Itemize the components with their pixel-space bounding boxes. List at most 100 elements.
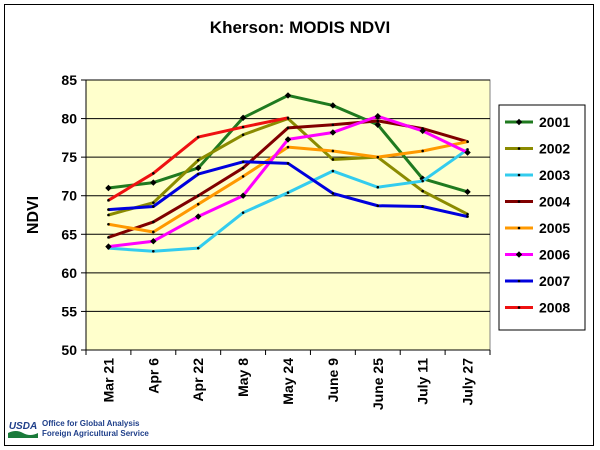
legend-item-2001: 2001 — [505, 114, 570, 130]
legend-item-2007: 2007 — [505, 273, 570, 289]
data-point — [105, 243, 112, 250]
legend-label: 2001 — [539, 114, 570, 130]
y-tick-label: 60 — [61, 265, 77, 281]
data-point — [466, 140, 469, 144]
legend-label: 2002 — [539, 141, 570, 157]
legend-label: 2003 — [539, 167, 570, 183]
y-tick-label: 50 — [61, 342, 77, 358]
x-tick-label: Apr 6 — [145, 358, 161, 394]
chart-title: Kherson: MODIS NDVI — [210, 18, 390, 37]
data-point — [331, 169, 335, 173]
legend-item-2008: 2008 — [505, 300, 570, 316]
chart-frame — [4, 4, 594, 446]
y-axis-label: NDVI — [25, 196, 42, 234]
data-point — [241, 211, 245, 214]
legend-marker — [517, 200, 521, 203]
data-point — [286, 162, 290, 165]
legend: 2001 2002 2003 2004 2005 2006 2007 2008 — [498, 104, 586, 331]
data-point — [152, 230, 155, 234]
series-2001 — [105, 92, 471, 196]
data-point — [107, 199, 110, 202]
series-2007 — [107, 160, 469, 219]
x-tick-label: Apr 22 — [190, 358, 206, 402]
agency-line-1: Office for Global Analysis — [42, 419, 140, 428]
legend-item-2004: 2004 — [505, 194, 570, 210]
y-tick-label: 55 — [61, 303, 77, 319]
data-point — [241, 133, 245, 137]
data-point — [421, 149, 424, 153]
data-point — [239, 114, 247, 121]
data-point — [374, 113, 381, 120]
data-point — [196, 202, 200, 206]
data-point — [421, 179, 424, 183]
legend-marker — [517, 147, 521, 150]
data-point — [464, 188, 471, 196]
y-tick-label: 65 — [61, 226, 77, 242]
x-tick-label: June 25 — [370, 358, 386, 410]
legend-marker — [517, 226, 521, 230]
legend-label: 2005 — [539, 220, 570, 236]
axes: 50 55 60 65 70 75 80 85 Mar 21 Apr 6 Apr 22 May 8 Ma… — [61, 72, 491, 410]
x-tick-label: July 11 — [415, 358, 431, 405]
legend-label: 2004 — [539, 194, 570, 210]
data-point — [150, 179, 157, 186]
legend-marker — [517, 306, 521, 309]
data-point — [286, 145, 290, 149]
data-point — [152, 249, 155, 253]
legend-item-2005: 2005 — [505, 220, 570, 236]
footer: USDA Office for Global Analysis Foreign … — [8, 418, 208, 446]
x-tick-label: May 8 — [235, 358, 251, 397]
data-point — [195, 164, 202, 172]
y-tick-label: 85 — [61, 72, 77, 88]
data-point — [152, 172, 155, 175]
data-point — [284, 136, 292, 143]
x-tick-label: June 9 — [325, 358, 341, 403]
data-point — [331, 123, 335, 127]
x-tick-label: July 27 — [460, 358, 476, 406]
data-point — [286, 116, 290, 120]
data-point — [105, 184, 112, 192]
legend-marker — [515, 118, 523, 126]
data-point — [329, 102, 337, 109]
legend-item-2003: 2003 — [505, 167, 570, 183]
data-point — [241, 166, 245, 170]
data-point — [376, 204, 380, 208]
data-point — [152, 201, 155, 204]
series-2008 — [107, 116, 290, 202]
legend-marker — [515, 251, 523, 258]
legend-box — [498, 104, 586, 331]
series-2005 — [107, 140, 469, 234]
data-point — [152, 220, 155, 224]
data-point — [286, 191, 290, 194]
data-point — [196, 135, 200, 139]
x-tick-label: May 24 — [280, 358, 296, 405]
data-point — [421, 205, 424, 208]
y-tick-label: 70 — [61, 188, 77, 204]
data-point — [376, 185, 380, 189]
legend-label: 2006 — [539, 247, 570, 263]
series-2006 — [105, 113, 471, 250]
legend-item-2006: 2006 — [505, 247, 570, 263]
legend-marker — [517, 279, 521, 283]
usda-logo-text: USDA — [9, 421, 37, 432]
data-point — [150, 238, 157, 245]
data-point — [196, 172, 200, 176]
legend-marker — [517, 173, 521, 177]
data-point — [329, 129, 337, 136]
data-point — [196, 158, 200, 162]
data-point — [464, 149, 471, 156]
data-point — [466, 215, 469, 218]
data-point — [239, 192, 247, 199]
agency-text: Office for Global Analysis Foreign Agric… — [42, 419, 149, 439]
usda-logo: USDA — [8, 421, 38, 438]
data-point — [152, 205, 155, 208]
data-point — [107, 222, 110, 226]
legend-label: 2008 — [539, 300, 570, 316]
data-point — [241, 125, 245, 129]
data-point — [286, 126, 290, 130]
data-point — [376, 155, 380, 159]
y-tick-label: 75 — [61, 149, 77, 165]
series-layer — [105, 92, 471, 253]
